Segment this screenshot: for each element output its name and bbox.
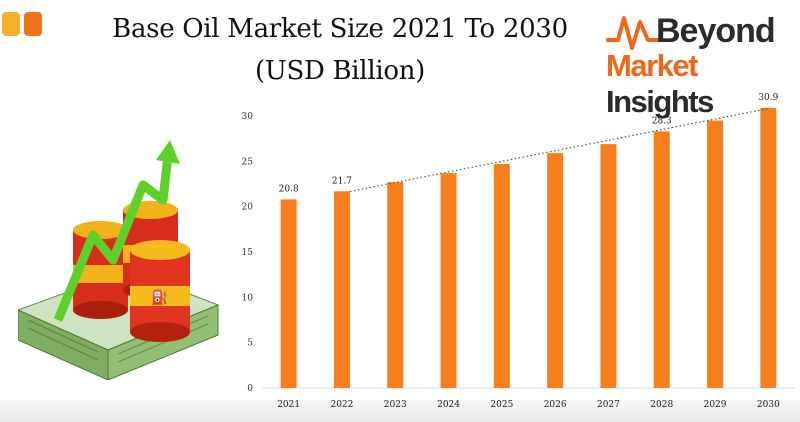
trendline [349,107,769,193]
y-tick-label: 25 [242,157,254,167]
y-tick-label: 15 [242,248,254,258]
bar-2028 [653,131,670,388]
y-tick-label: 5 [247,339,253,349]
brand-logo: Beyond Market Insights [606,10,796,119]
x-tick-label: 2021 [277,400,300,410]
logo-word-beyond: Beyond [656,12,776,50]
bar-2027 [600,144,617,388]
bar-2026 [547,153,564,388]
logo-word-market: Market [606,48,698,83]
chart-subtitle: (USD Billion) [255,56,425,86]
data-label-2022: 21.7 [332,176,352,186]
x-tick-label: 2026 [544,400,567,410]
pulse-line-icon [606,16,660,50]
growth-arrow-icon [53,140,180,322]
data-label-2021: 20.8 [279,184,299,194]
data-label-2028: 28.3 [652,116,672,126]
x-tick-label: 2027 [597,400,620,410]
x-tick-label: 2022 [330,400,353,410]
x-tick-label: 2024 [437,400,460,410]
x-tick-label: 2030 [757,400,780,410]
bar-2022 [333,191,350,388]
bar-2030 [760,107,777,388]
svg-text:⛽: ⛽ [151,289,168,306]
bar-2024 [440,173,457,388]
chart-title: Base Oil Market Size 2021 To 2030 [112,14,568,44]
yellow-square-icon [2,12,20,36]
data-label-2030: 30.9 [758,93,778,103]
logo-word-market-insights: Market Insights [606,48,796,120]
y-tick-label: 20 [242,203,254,213]
bar-2029 [707,120,724,389]
y-tick-label: 10 [242,293,254,303]
x-tick-label: 2029 [704,400,727,410]
x-tick-label: 2025 [490,400,513,410]
orange-square-icon [24,12,42,36]
oil-barrels-money-growth-icon: ⛽ [16,140,258,381]
logo-word-insights: Insights [606,84,714,119]
x-tick-label: 2023 [384,400,407,410]
bar-2025 [493,164,510,388]
bar-2021 [280,199,297,388]
x-tick-label: 2028 [650,400,673,410]
y-tick-label: 0 [247,384,253,394]
floor-shadow [0,400,800,422]
y-tick-label: 30 [242,112,254,122]
bar-2023 [387,182,404,388]
